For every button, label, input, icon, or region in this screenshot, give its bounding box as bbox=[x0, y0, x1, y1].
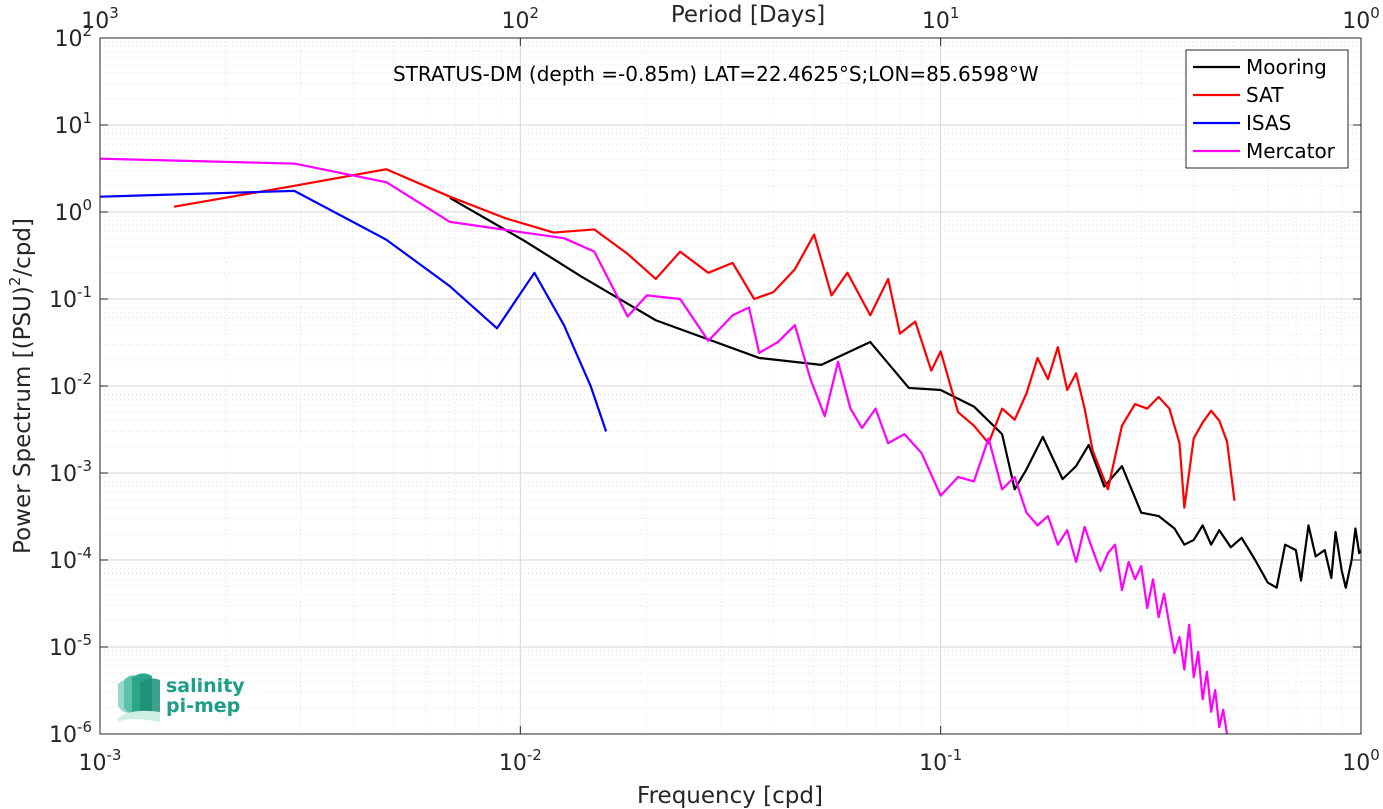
top-tick-label-exponent: 1 bbox=[950, 4, 960, 22]
x-tick-label-exponent: 0 bbox=[1370, 746, 1380, 764]
top-tick-label-exponent: 2 bbox=[530, 4, 540, 22]
legend-label-sat: SAT bbox=[1246, 83, 1284, 107]
y-tick-label: 10-3 bbox=[49, 457, 92, 487]
legend-entries: Mooring SAT ISAS Mercator bbox=[1193, 55, 1336, 163]
y-tick-label-exponent: -4 bbox=[77, 544, 92, 562]
top-tick-label-base: 10 bbox=[81, 9, 109, 34]
top-tick-label-base: 10 bbox=[502, 9, 530, 34]
y-tick-label: 100 bbox=[54, 196, 92, 226]
x-tick-label-base: 10 bbox=[1342, 751, 1370, 776]
y-tick-label-exponent: -2 bbox=[77, 370, 92, 388]
y-tick-label: 102 bbox=[54, 22, 92, 52]
y-axis-title-tail: /cpd] bbox=[10, 218, 36, 277]
y-tick-label-exponent: -5 bbox=[77, 631, 92, 649]
series-line-isas bbox=[100, 189, 608, 432]
y-axis-title-main: Power Spectrum [(PSU) bbox=[10, 286, 36, 554]
top-tick-label: 100 bbox=[1342, 4, 1380, 34]
y-tick-label-base: 10 bbox=[49, 723, 77, 748]
x-tick-label-exponent: -3 bbox=[107, 746, 122, 764]
legend-box bbox=[1185, 49, 1349, 169]
y-tick-label-exponent: -3 bbox=[77, 457, 92, 475]
chart-title: STRATUS-DM (depth =-0.85m) LAT=22.4625°S… bbox=[393, 62, 1039, 86]
y-tick-label-base: 10 bbox=[49, 636, 77, 661]
series-line-mercator bbox=[100, 157, 1229, 734]
y-tick-label-base: 10 bbox=[49, 288, 77, 313]
y-tick-label-exponent: -1 bbox=[77, 283, 92, 301]
y-tick-label-base: 10 bbox=[54, 201, 82, 226]
y-axis-title: Power Spectrum [(PSU)2/cpd] bbox=[6, 218, 36, 554]
x-tick-label: 10-2 bbox=[499, 746, 542, 776]
x-tick-label-base: 10 bbox=[919, 751, 947, 776]
y-tick-label-exponent: 0 bbox=[82, 196, 92, 214]
top-tick-label-exponent: 3 bbox=[109, 4, 119, 22]
y-tick-label-base: 10 bbox=[49, 549, 77, 574]
top-axis-title: Period [Days] bbox=[671, 2, 825, 28]
series-line-mooring bbox=[449, 197, 1361, 589]
x-tick-label-base: 10 bbox=[499, 751, 527, 776]
y-tick-label-base: 10 bbox=[49, 462, 77, 487]
top-tick-label: 103 bbox=[81, 4, 119, 34]
y-tick-label-exponent: -6 bbox=[77, 718, 92, 736]
x-tick-label: 100 bbox=[1342, 746, 1380, 776]
y-tick-label: 10-6 bbox=[49, 718, 92, 748]
logo-mark-icon bbox=[118, 673, 160, 722]
legend-label-isas: ISAS bbox=[1246, 111, 1291, 135]
y-axis-title-sup: 2 bbox=[6, 277, 24, 287]
x-tick-label: 10-3 bbox=[79, 746, 122, 776]
grid bbox=[99, 37, 1362, 735]
y-tick-label: 101 bbox=[54, 109, 92, 139]
y-tick-label: 10-1 bbox=[49, 283, 92, 313]
x-tick-label-base: 10 bbox=[79, 751, 107, 776]
y-tick-label: 10-5 bbox=[49, 631, 92, 661]
y-tick-label-base: 10 bbox=[54, 114, 82, 139]
y-tick-label: 10-2 bbox=[49, 370, 92, 400]
x-tick-label-exponent: -1 bbox=[947, 746, 962, 764]
y-tick-label-exponent: 2 bbox=[82, 22, 92, 40]
y-tick-label-base: 10 bbox=[49, 375, 77, 400]
y-tick-label: 10-4 bbox=[49, 544, 92, 574]
legend-label-mercator: Mercator bbox=[1246, 139, 1336, 163]
series-group bbox=[100, 157, 1361, 734]
legend-label-mooring: Mooring bbox=[1246, 55, 1327, 79]
legend: Mooring SAT ISAS Mercator bbox=[1185, 49, 1349, 169]
logo: salinity pi-mep bbox=[118, 673, 245, 722]
x-tick-label: 10-1 bbox=[919, 746, 962, 776]
x-tick-label-exponent: -2 bbox=[527, 746, 542, 764]
top-tick-label-base: 10 bbox=[922, 9, 950, 34]
x-axis-title: Frequency [cpd] bbox=[637, 783, 823, 809]
series-line-sat bbox=[173, 168, 1236, 509]
top-tick-label: 101 bbox=[922, 4, 960, 34]
y-tick-label-exponent: 1 bbox=[82, 109, 92, 127]
top-tick-label: 102 bbox=[502, 4, 540, 34]
top-tick-label-base: 10 bbox=[1342, 9, 1370, 34]
logo-text-line1: salinity bbox=[166, 675, 245, 697]
y-tick-label-base: 10 bbox=[54, 27, 82, 52]
top-tick-label-exponent: 0 bbox=[1370, 4, 1380, 22]
logo-text-line2: pi-mep bbox=[166, 695, 240, 717]
